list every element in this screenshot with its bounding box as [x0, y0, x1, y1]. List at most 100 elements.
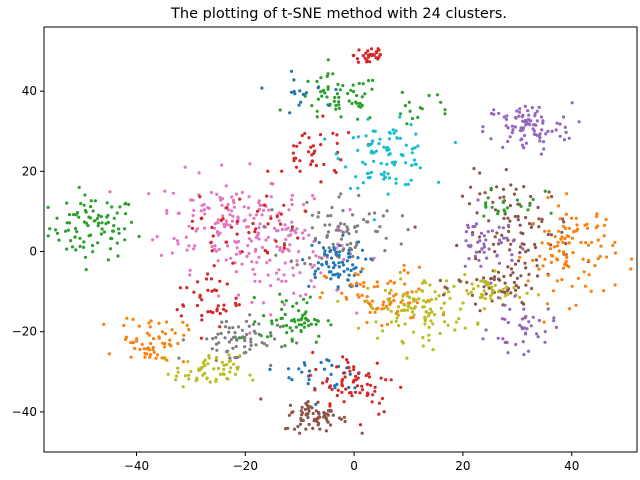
scatter-point — [100, 227, 104, 231]
scatter-point — [330, 256, 334, 260]
scatter-point — [355, 93, 359, 98]
scatter-point — [410, 163, 414, 167]
scatter-point — [331, 413, 335, 417]
scatter-point — [575, 223, 579, 227]
scatter-point — [192, 290, 196, 294]
scatter-point — [382, 306, 387, 310]
scatter-point — [469, 185, 473, 189]
scatter-point — [290, 227, 294, 232]
scatter-point — [509, 183, 513, 187]
scatter-point — [278, 325, 282, 329]
scatter-point — [319, 90, 323, 94]
scatter-point — [508, 204, 512, 208]
scatter-point — [476, 322, 480, 326]
scatter-point — [347, 232, 351, 236]
scatter-point — [337, 243, 341, 248]
scatter-point — [278, 248, 282, 252]
scatter-point — [565, 192, 569, 196]
scatter-point — [359, 270, 363, 274]
scatter-point — [527, 222, 532, 226]
scatter-point — [337, 195, 341, 199]
scatter-point — [309, 322, 313, 326]
scatter-point — [218, 231, 222, 235]
scatter-point — [330, 387, 334, 391]
scatter-point — [216, 230, 220, 234]
scatter-point — [251, 267, 255, 271]
scatter-point — [288, 326, 292, 330]
scatter-point — [501, 290, 505, 294]
scatter-point — [356, 371, 361, 376]
scatter-point — [348, 255, 352, 259]
scatter-point — [501, 145, 505, 149]
scatter-point — [337, 106, 341, 110]
scatter-point — [284, 279, 288, 283]
scatter-point — [325, 253, 329, 257]
scatter-point — [375, 280, 379, 284]
scatter-point — [496, 296, 501, 300]
scatter-point — [382, 177, 386, 181]
scatter-point — [395, 136, 399, 140]
scatter-point — [426, 314, 430, 318]
scatter-point — [99, 232, 103, 236]
scatter-point — [328, 249, 332, 254]
scatter-point — [189, 198, 193, 202]
scatter-point — [106, 213, 110, 217]
scatter-point — [298, 141, 302, 145]
scatter-point — [163, 341, 167, 346]
scatter-point — [535, 133, 539, 137]
scatter-point — [289, 69, 294, 73]
scatter-point — [260, 203, 264, 207]
scatter-point — [528, 203, 532, 207]
scatter-point — [349, 241, 353, 246]
scatter-point — [536, 335, 540, 339]
scatter-point — [582, 270, 586, 274]
scatter-point — [244, 350, 248, 355]
scatter-point — [216, 218, 220, 222]
scatter-point — [506, 292, 510, 296]
scatter-point — [347, 385, 351, 390]
scatter-point — [418, 166, 422, 170]
scatter-point — [463, 273, 467, 277]
scatter-point — [503, 294, 507, 298]
scatter-point — [314, 322, 318, 326]
scatter-point — [520, 137, 524, 141]
scatter-point — [83, 208, 87, 213]
scatter-point — [328, 404, 332, 408]
scatter-point — [313, 275, 317, 280]
scatter-point — [567, 241, 571, 245]
scatter-point — [287, 208, 291, 212]
scatter-point — [306, 79, 310, 83]
scatter-point — [405, 308, 410, 312]
scatter-point — [296, 236, 300, 240]
scatter-point — [373, 385, 377, 389]
scatter-point — [313, 388, 317, 392]
scatter-point — [193, 244, 197, 248]
scatter-point — [384, 378, 388, 382]
scatter-point — [473, 224, 477, 229]
y-tick-label: −20 — [12, 325, 37, 339]
scatter-point — [236, 293, 241, 297]
scatter-point — [338, 88, 342, 92]
scatter-point — [225, 363, 229, 367]
scatter-point — [396, 305, 401, 309]
scatter-point — [555, 121, 559, 125]
scatter-point — [516, 285, 521, 290]
scatter-point — [288, 111, 292, 115]
scatter-point — [317, 411, 321, 415]
scatter-point — [181, 385, 185, 389]
scatter-point — [265, 261, 269, 265]
scatter-point — [221, 307, 226, 311]
scatter-point — [353, 386, 357, 390]
scatter-point — [595, 212, 599, 216]
scatter-point — [275, 323, 279, 327]
scatter-point — [96, 241, 100, 245]
scatter-point — [69, 239, 73, 243]
scatter-point — [299, 100, 303, 104]
scatter-point — [248, 331, 252, 335]
scatter-point — [502, 115, 506, 119]
scatter-point — [558, 134, 562, 138]
scatter-point — [400, 214, 404, 218]
scatter-point — [383, 288, 387, 292]
scatter-point — [356, 376, 360, 380]
scatter-point — [537, 105, 541, 109]
